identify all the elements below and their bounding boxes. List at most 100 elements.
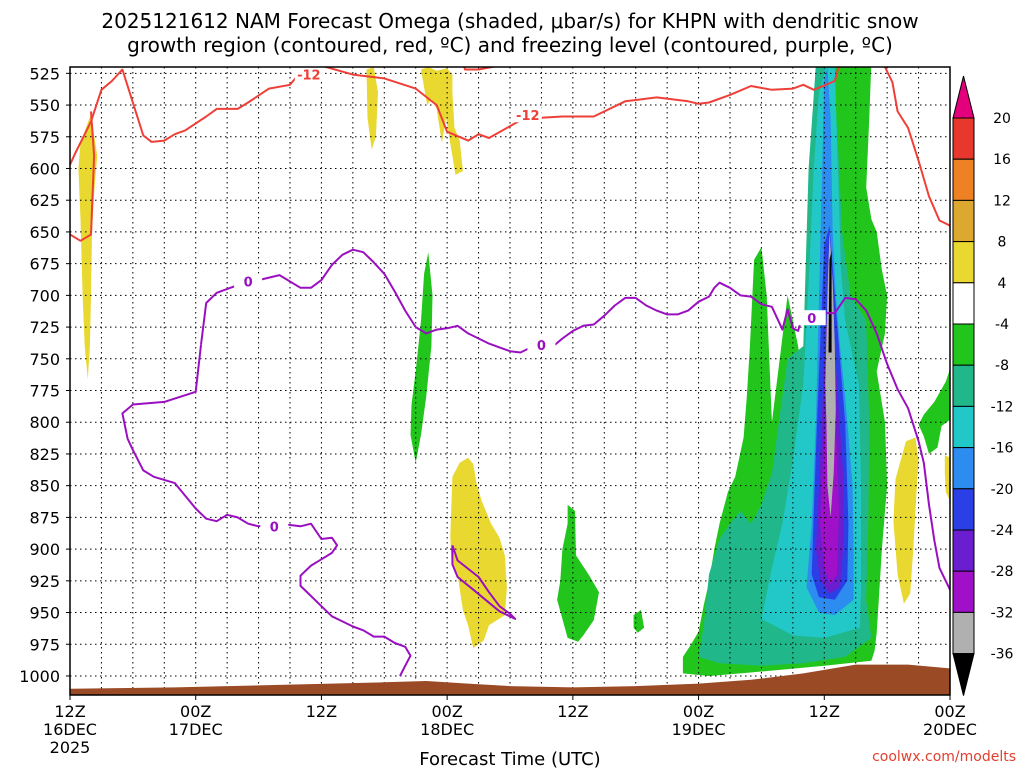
x-tick-label-60-0: 00Z [683, 702, 714, 721]
freezing-label-b: 0 [537, 339, 546, 354]
freezing-contour-2 [451, 544, 517, 620]
dendritic-label-b-bg [513, 107, 542, 123]
y-tick-label-750: 750 [29, 350, 60, 369]
y-tick-label-950: 950 [29, 604, 60, 623]
colorbar-label-3: 8 [998, 235, 1007, 251]
omega-shading-layer [78, 67, 950, 676]
x-tick-label-72-0: 12Z [809, 702, 840, 721]
y-tick-label-650: 650 [29, 223, 60, 242]
colorbar-label-5: -4 [995, 317, 1009, 333]
dendritic-contour-0 [70, 67, 840, 166]
x-tick-label-24-0: 12Z [306, 702, 337, 721]
y-tick-label-525: 525 [29, 64, 60, 83]
colorbar-segment-1 [952, 117, 975, 160]
colorbar-label-12: -32 [991, 605, 1014, 621]
colorbar-label-7: -12 [991, 399, 1014, 415]
colorbar-segment-10 [952, 488, 975, 531]
y-tick-label-1000: 1000 [19, 667, 60, 686]
chart-title-line-1: 2025121612 NAM Forecast Omega (shaded, μ… [101, 9, 918, 33]
freezing-label-d-bg [260, 518, 289, 534]
y-tick-label-775: 775 [29, 382, 60, 401]
freezing-label-c: 0 [807, 312, 816, 327]
colorbar-segment-6 [952, 323, 975, 366]
y-tick-label-700: 700 [29, 286, 60, 305]
colorbar-label-2: 12 [993, 193, 1011, 209]
colorbar-segment-2 [952, 158, 975, 201]
colorbar-label-4: 4 [998, 276, 1007, 292]
colorbar-segment-8 [952, 405, 975, 449]
colorbar-segment-13 [952, 611, 975, 655]
dendritic-label-b: -12 [516, 109, 540, 124]
x-tick-label-36-0: 00Z [431, 702, 462, 721]
y-tick-label-800: 800 [29, 413, 60, 432]
y-axis-labels: 525 550 575 600 625 650 675 700 725 750 775 800 825 8… [19, 64, 70, 686]
colorbar-label-11: -28 [991, 564, 1014, 580]
x-axis-title: Forecast Time (UTC) [419, 749, 600, 768]
y-tick-label-625: 625 [29, 191, 60, 210]
x-tick-label-12-1: 17DEC [169, 720, 223, 739]
x-tick-label-84-1: 20DEC [923, 720, 977, 739]
terrain-layer [70, 664, 950, 695]
y-tick-label-550: 550 [29, 96, 60, 115]
freezing-label-a: 0 [244, 275, 253, 290]
dendritic-contour-layer [70, 67, 950, 242]
y-tick-label-975: 975 [29, 635, 60, 654]
omega-shade-6 [410, 252, 433, 463]
x-tick-label-0-2: 2025 [50, 738, 91, 757]
colorbar-label-10: -24 [991, 523, 1014, 539]
dendritic-contour-2 [883, 67, 950, 227]
freezing-label-c-bg [797, 310, 826, 326]
colorbar-label-9: -20 [991, 482, 1014, 498]
x-tick-label-36-1: 18DEC [420, 720, 474, 739]
freezing-label-d: 0 [270, 520, 279, 535]
colorbar-label-6: -8 [995, 358, 1009, 374]
omega-shade-10 [918, 368, 950, 454]
freezing-contour-1 [121, 344, 412, 677]
y-tick-label-575: 575 [29, 128, 60, 147]
colorbar-segment-9 [952, 447, 975, 490]
y-tick-label-925: 925 [29, 572, 60, 591]
y-tick-label-825: 825 [29, 445, 60, 464]
colorbar-label-1: 16 [993, 152, 1011, 168]
y-tick-label-900: 900 [29, 540, 60, 559]
colorbar: 20 16 12 8 4 -4 -8 -12 -16 -20 -24 -28 -32 -36 [952, 75, 1014, 696]
freezing-contour-0 [200, 248, 950, 591]
colorbar-segment-5 [952, 282, 975, 325]
colorbar-segment-4 [952, 241, 975, 284]
x-tick-label-12-0: 00Z [180, 702, 211, 721]
terrain-fill [70, 664, 950, 695]
grid-layer [69, 67, 951, 695]
credit-text: coolwx.com/modelts [872, 749, 1016, 765]
dendritic-contour-3 [463, 67, 498, 71]
colorbar-label-0: 20 [993, 111, 1011, 127]
dendritic-label-a: -12 [297, 69, 321, 84]
omega-shade-5 [944, 455, 950, 501]
y-tick-label-875: 875 [29, 508, 60, 527]
omega-shade-8 [633, 610, 645, 633]
x-tick-label-48-0: 12Z [557, 702, 588, 721]
contour-labels-layer: -12 -12 0 0 0 0 [234, 66, 826, 535]
y-tick-label-600: 600 [29, 159, 60, 178]
x-tick-label-60-1: 19DEC [672, 720, 726, 739]
x-tick-label-0-1: 16DEC [43, 720, 97, 739]
omega-shade-7 [557, 504, 599, 642]
colorbar-segment-7 [952, 364, 975, 407]
omega-shade-17 [825, 231, 836, 518]
colorbar-segment-12 [952, 570, 975, 613]
freezing-label-a-bg [234, 273, 263, 289]
colorbar-segment-11 [952, 529, 975, 572]
omega-shade-4 [893, 437, 919, 604]
dendritic-label-a-bg [294, 66, 323, 82]
colorbar-label-8: -16 [991, 441, 1014, 457]
x-tick-label-84-0: 00Z [934, 702, 965, 721]
freezing-label-b-bg [527, 336, 556, 352]
omega-shade-1 [366, 67, 378, 150]
y-tick-label-850: 850 [29, 477, 60, 496]
chart-title-line-2: growth region (contoured, red, ºC) and f… [127, 33, 893, 57]
y-tick-label-675: 675 [29, 255, 60, 274]
colorbar-label-13: -36 [991, 647, 1014, 663]
colorbar-segment-3 [952, 199, 975, 243]
dendritic-contour-1 [70, 111, 96, 242]
